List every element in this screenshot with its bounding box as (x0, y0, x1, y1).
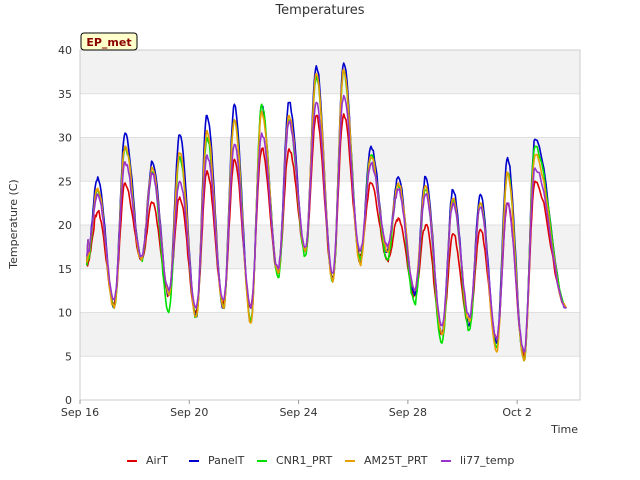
plot-background-bands (80, 50, 580, 357)
legend-label-panelt: PanelT (208, 454, 245, 467)
y-tick-label: 40 (58, 44, 72, 57)
y-axis-label: Temperature (C) (7, 179, 20, 269)
background-band (80, 137, 580, 182)
background-band (80, 50, 580, 94)
x-tick-label: Sep 20 (170, 406, 208, 419)
y-tick-label: 35 (58, 88, 72, 101)
x-tick-label: Sep 16 (61, 406, 99, 419)
x-axis: Sep 16 Sep 20 Sep 24 Sep 28 Oct 2 (61, 400, 532, 419)
series-lines (86, 62, 568, 362)
station-badge-box (80, 32, 138, 51)
legend-label-li77_temp: li77_temp (460, 454, 514, 467)
y-tick-label: 0 (65, 394, 72, 407)
legend-label-airt: AirT (146, 454, 168, 467)
plot-frame (79, 49, 581, 401)
x-tick-label: Sep 28 (389, 406, 427, 419)
y-tick-label: 20 (58, 219, 72, 232)
y-tick-label: 10 (58, 307, 72, 320)
y-axis: 0 5 10 15 20 25 30 35 40 (58, 44, 72, 407)
y-tick-label: 15 (58, 263, 72, 276)
station-badge-label: EP_met (86, 36, 131, 49)
series-line-li77_temp (86, 94, 567, 353)
chart-title: Temperatures (274, 3, 364, 18)
station-badge: EP_met (80, 32, 138, 51)
y-tick-label: 5 (65, 350, 72, 363)
x-axis-label: Time (550, 423, 578, 436)
background-band (80, 312, 580, 357)
legend: AirT PanelT CNR1_PRT AM25T_PRT li77_temp (127, 454, 514, 467)
x-tick-label: Sep 24 (279, 406, 317, 419)
x-tick-label: Oct 2 (502, 406, 532, 419)
y-tick-label: 30 (58, 132, 72, 145)
y-tick-label: 25 (58, 175, 72, 188)
legend-label-am25t_prt: AM25T_PRT (364, 454, 428, 467)
legend-label-cnr1_prt: CNR1_PRT (276, 454, 333, 467)
